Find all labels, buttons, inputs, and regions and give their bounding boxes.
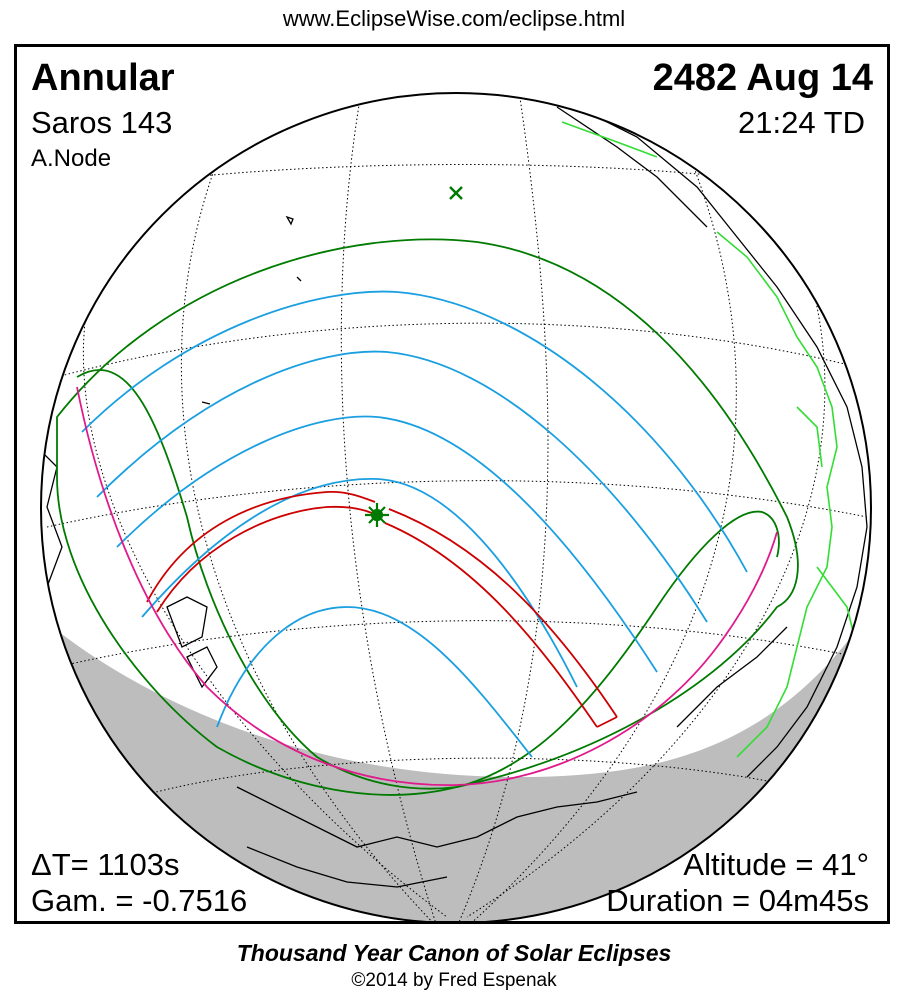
globe [41,93,871,921]
coastlines [41,93,868,888]
sun-star-icon [365,503,389,527]
cross-icon [449,186,463,200]
eclipse-time: 21:24 TD [738,105,865,140]
penumbra-limit-curve [56,238,799,796]
copyright: ©2014 by Fred Espenak [351,970,557,991]
eclipse-date: 2482 Aug 14 [652,57,873,99]
eclipse-type: Annular [31,57,175,99]
penumbra-north-loop [76,369,458,790]
gamma: Gam. = -0.7516 [31,883,248,918]
saros-number: Saros 143 [31,105,173,140]
rise-set-curve [76,386,778,786]
globe-map [40,92,872,921]
globe-outline [40,92,872,921]
canon-title: Thousand Year Canon of Solar Eclipses [236,940,672,966]
eclipse-map-panel: Annular 2482 Aug 14 Saros 143 21:24 TD A… [14,44,890,924]
altitude: Altitude = 41° [683,847,869,882]
penumbra-south-loop [456,510,780,788]
night-region [41,567,871,921]
partial-magnitude-lines [81,290,748,758]
node-label: A.Node [31,145,112,172]
annular-central-path [146,491,618,728]
duration: Duration = 04m45s [606,883,869,918]
source-url[interactable]: www.EclipseWise.com/eclipse.html [282,6,626,31]
delta-t: ΔT= 1103s [31,847,180,882]
